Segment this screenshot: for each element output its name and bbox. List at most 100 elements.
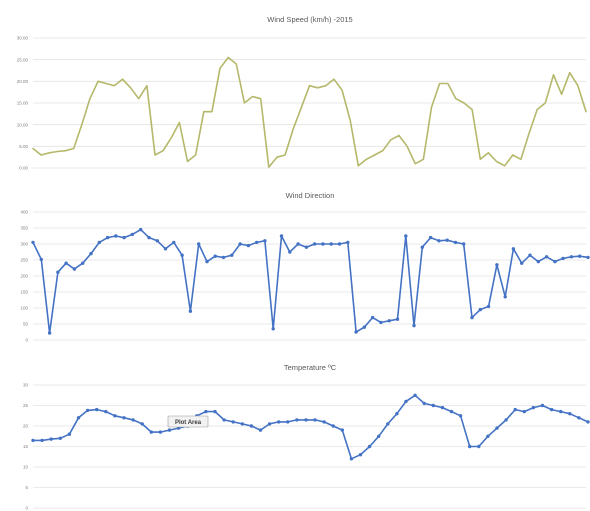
chart-panel-1: Wind Speed (km/h) -2015 0.00 5.00 10.00 15.0… — [17, 15, 587, 171]
data-point-2-53 — [470, 315, 474, 320]
chart-panel-2: Wind Direction 0 50 100 150 200 250 300 350 400 — [20, 191, 590, 343]
data-point-3-0 — [31, 438, 35, 443]
data-point-2-14 — [147, 235, 151, 240]
y-tick-label-2-7: 350 — [20, 226, 28, 231]
y-tick-label-3-1: 5 — [25, 485, 28, 490]
data-point-3-55 — [531, 405, 536, 410]
y-tick-label-1-0: 0.00 — [19, 166, 28, 171]
data-point-3-61 — [586, 420, 590, 424]
data-point-3-20 — [213, 409, 217, 414]
data-point-2-10 — [114, 234, 118, 238]
data-point-3-12 — [140, 422, 144, 426]
data-point-3-14 — [158, 430, 163, 434]
data-point-2-44 — [395, 317, 400, 321]
plot-area-tooltip-label: Plot Area — [175, 420, 202, 426]
data-point-2-11 — [122, 235, 126, 240]
data-point-2-60 — [528, 253, 532, 257]
data-point-2-57 — [503, 295, 507, 299]
data-point-2-62 — [544, 255, 549, 259]
data-point-2-24 — [230, 253, 234, 257]
data-point-2-38 — [346, 240, 350, 245]
data-point-2-4 — [64, 261, 68, 265]
data-point-3-41 — [404, 399, 408, 404]
y-tick-label-3-0: 0 — [25, 506, 28, 511]
data-point-3-58 — [559, 409, 563, 414]
y-tick-label-2-2: 100 — [20, 306, 28, 311]
data-point-2-43 — [387, 319, 391, 323]
data-point-2-46 — [412, 323, 416, 328]
data-point-3-57 — [549, 407, 554, 412]
y-tick-label-2-5: 250 — [20, 258, 28, 263]
data-point-3-49 — [477, 444, 481, 449]
data-point-2-6 — [81, 261, 85, 265]
data-point-3-46 — [449, 409, 454, 414]
data-point-2-45 — [404, 234, 408, 238]
y-tick-label-1-4: 20.00 — [17, 79, 29, 84]
data-point-2-22 — [213, 254, 217, 258]
data-point-2-39 — [354, 330, 358, 334]
y-tick-label-1-6: 30.00 — [17, 36, 29, 41]
data-point-3-5 — [76, 416, 81, 420]
data-point-2-2 — [47, 331, 52, 335]
data-point-3-19 — [204, 409, 208, 414]
data-point-3-32 — [322, 420, 326, 424]
series-line-1 — [32, 56, 587, 168]
data-point-2-21 — [205, 259, 209, 264]
data-point-2-15 — [155, 239, 159, 243]
data-point-3-3 — [58, 436, 62, 440]
data-point-3-39 — [386, 422, 390, 426]
data-point-2-35 — [321, 242, 325, 246]
chart-title-3: Temperature ºC — [284, 363, 337, 372]
data-point-2-41 — [370, 315, 375, 320]
data-point-3-51 — [495, 426, 499, 430]
data-point-3-22 — [231, 420, 235, 424]
data-point-2-20 — [197, 242, 201, 246]
data-point-2-25 — [238, 242, 242, 246]
data-point-2-54 — [478, 307, 482, 312]
data-point-3-50 — [486, 434, 490, 438]
data-point-2-32 — [296, 242, 300, 246]
data-point-3-8 — [104, 409, 108, 414]
data-point-2-26 — [246, 243, 251, 248]
data-point-3-56 — [540, 403, 545, 408]
data-point-3-24 — [249, 424, 254, 428]
data-point-2-64 — [561, 256, 565, 261]
data-point-3-34 — [340, 428, 344, 432]
chart-title-1: Wind Speed (km/h) -2015 — [267, 15, 352, 24]
data-point-2-42 — [379, 320, 383, 325]
data-point-2-66 — [578, 254, 582, 258]
data-point-3-7 — [95, 407, 99, 412]
y-tick-label-2-1: 50 — [23, 322, 29, 327]
series-line-3 — [32, 394, 589, 460]
data-point-2-19 — [188, 309, 193, 313]
data-point-3-37 — [367, 444, 372, 449]
data-point-3-44 — [431, 403, 435, 408]
data-point-3-53 — [513, 407, 517, 412]
data-point-3-6 — [85, 408, 90, 413]
data-point-2-34 — [312, 242, 317, 246]
data-point-2-63 — [553, 259, 557, 264]
y-tick-label-3-6: 30 — [23, 383, 29, 388]
data-point-2-28 — [263, 239, 267, 243]
data-point-2-12 — [130, 232, 135, 237]
data-point-3-9 — [113, 414, 117, 418]
y-tick-label-2-4: 200 — [20, 274, 28, 279]
data-point-2-1 — [39, 257, 43, 262]
data-point-3-38 — [377, 434, 381, 438]
y-tick-label-1-1: 5.00 — [19, 144, 28, 149]
data-point-2-40 — [362, 325, 366, 329]
data-point-2-13 — [139, 227, 143, 232]
data-point-3-15 — [167, 428, 172, 432]
data-point-2-33 — [304, 245, 309, 249]
chart-title-2: Wind Direction — [286, 191, 335, 200]
y-tick-label-2-8: 400 — [20, 210, 28, 215]
data-point-3-27 — [277, 420, 281, 424]
data-point-3-23 — [240, 422, 244, 426]
data-point-3-1 — [40, 438, 44, 443]
data-point-3-47 — [458, 414, 463, 418]
y-tick-label-3-2: 10 — [23, 465, 29, 470]
data-point-3-42 — [413, 393, 417, 397]
data-point-3-4 — [67, 432, 72, 436]
data-point-2-0 — [31, 240, 35, 245]
